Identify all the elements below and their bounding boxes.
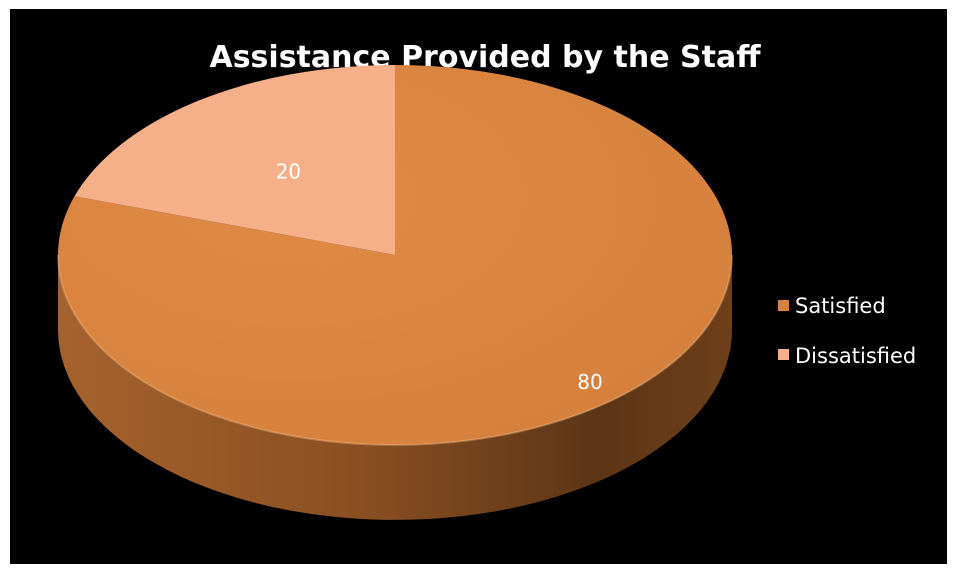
chart-title: Assistance Provided by the Staff (209, 40, 761, 75)
pie-side-wall (58, 255, 732, 520)
pie-rim-highlight (57, 254, 733, 446)
legend-label-satisfied: Satisfied (795, 294, 886, 318)
data-label-dissatisfied: 20 (276, 159, 301, 183)
pie-group (57, 65, 733, 520)
slice-satisfied (58, 65, 733, 445)
data-label-satisfied: 80 (577, 370, 602, 394)
legend-swatch-dissatisfied (778, 349, 789, 360)
legend-label-dissatisfied: Dissatisfied (795, 344, 916, 368)
legend-item-dissatisfied[interactable]: Dissatisfied (778, 344, 916, 368)
legend: Satisfied Dissatisfied (778, 294, 916, 368)
legend-item-satisfied[interactable]: Satisfied (778, 294, 886, 318)
legend-swatch-satisfied (778, 300, 789, 311)
slice-dissatisfied (74, 65, 395, 255)
